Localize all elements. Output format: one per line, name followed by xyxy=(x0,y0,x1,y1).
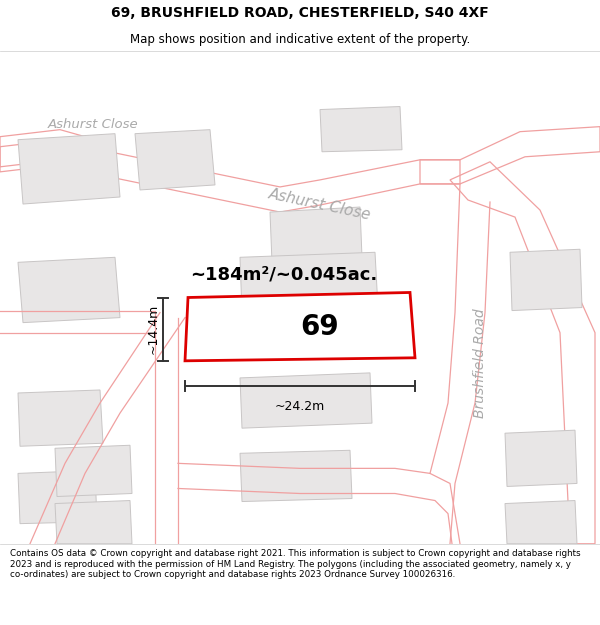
Polygon shape xyxy=(240,253,378,312)
Text: Ashurst Close: Ashurst Close xyxy=(48,118,139,131)
Text: 69: 69 xyxy=(300,313,339,341)
Polygon shape xyxy=(505,430,577,486)
Polygon shape xyxy=(18,134,120,204)
Polygon shape xyxy=(510,249,582,311)
Text: Contains OS data © Crown copyright and database right 2021. This information is : Contains OS data © Crown copyright and d… xyxy=(10,549,581,579)
Text: Map shows position and indicative extent of the property.: Map shows position and indicative extent… xyxy=(130,34,470,46)
Polygon shape xyxy=(270,207,362,262)
Text: 69, BRUSHFIELD ROAD, CHESTERFIELD, S40 4XF: 69, BRUSHFIELD ROAD, CHESTERFIELD, S40 4… xyxy=(111,6,489,20)
Polygon shape xyxy=(55,501,132,544)
Text: ~24.2m: ~24.2m xyxy=(275,399,325,412)
Polygon shape xyxy=(135,129,215,190)
Text: ~184m²/~0.045ac.: ~184m²/~0.045ac. xyxy=(190,266,377,283)
Polygon shape xyxy=(240,373,372,428)
Polygon shape xyxy=(18,471,97,524)
Text: ~14.4m: ~14.4m xyxy=(146,304,160,354)
Text: Brushfield Road: Brushfield Road xyxy=(473,308,487,418)
Polygon shape xyxy=(185,292,415,361)
Text: Ashurst Close: Ashurst Close xyxy=(268,186,373,222)
Polygon shape xyxy=(18,258,120,322)
Polygon shape xyxy=(18,390,103,446)
Polygon shape xyxy=(55,445,132,496)
Polygon shape xyxy=(505,501,577,544)
Polygon shape xyxy=(240,450,352,501)
Polygon shape xyxy=(320,106,402,152)
